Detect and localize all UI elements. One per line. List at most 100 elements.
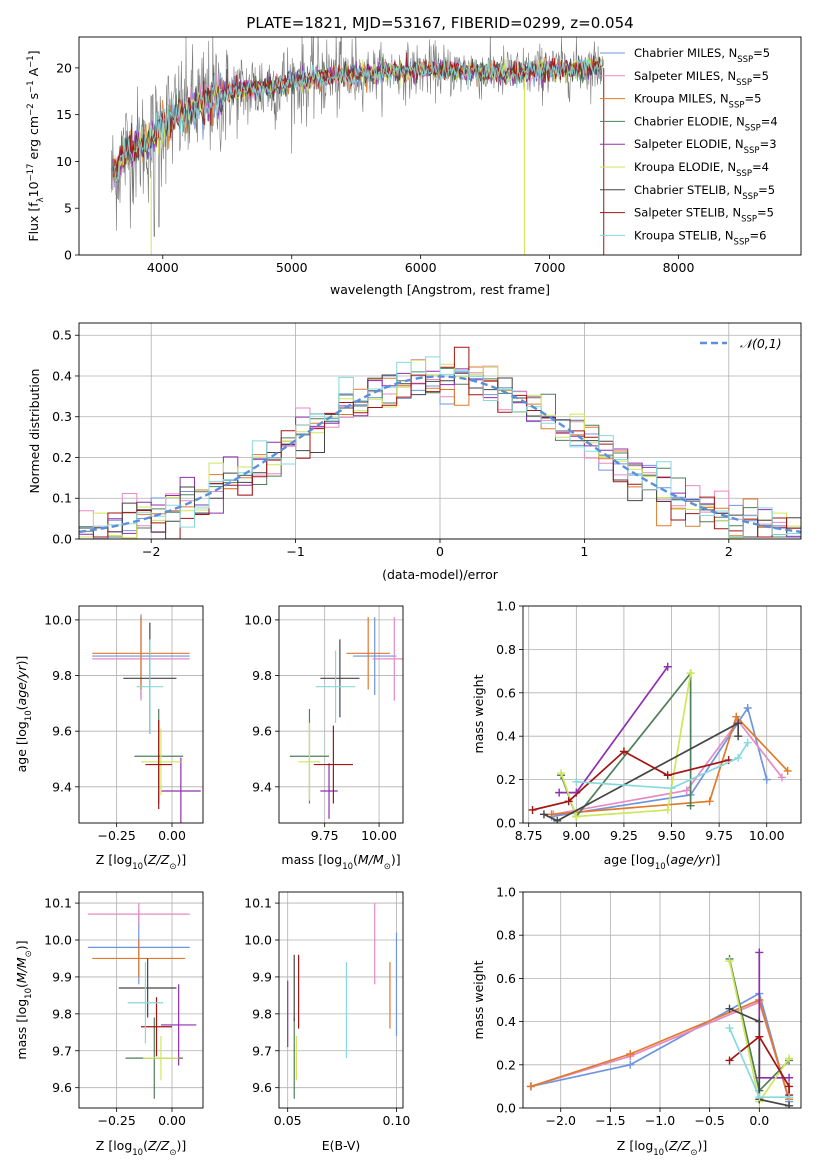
y-axis-label: mass weight [471, 960, 486, 1039]
weight-marker [526, 1082, 535, 1091]
weight-marker [555, 788, 564, 797]
x-tick-label: 0.05 [274, 1113, 302, 1128]
y-tick-label: 9.8 [52, 668, 72, 683]
panel-weight_vs_Z: −2.0 −1.5 −1.0 −0.5 0.0 0.0 0.2 0.4 0.6 0.8 1.0 Z [… [471, 885, 802, 1158]
x-tick-label: 0 [436, 544, 444, 559]
y-tick-label: 9.4 [52, 779, 72, 794]
panel-mass_vs_ebv: 0.05 0.10 9.6 9.7 9.8 9.9 10.0 10.1 E(B-V) [244, 891, 411, 1153]
axes-frame [78, 605, 204, 824]
weight-marker [663, 662, 672, 671]
x-tick-label: −0.25 [97, 1113, 135, 1128]
x-axis-label: wavelength [Angstrom, rest frame] [330, 282, 550, 297]
y-tick-label: 10.0 [244, 612, 272, 627]
plot-area-spectrum [110, 37, 605, 255]
weight-marker [755, 1017, 764, 1026]
weight-marker [547, 810, 556, 819]
panel-mass_vs_Z: −0.25 0.00 9.6 9.7 9.8 9.9 10.0 10.1 Z [log10(Z/… [14, 891, 204, 1158]
x-axis-label: (data-model)/error [382, 567, 499, 582]
x-tick-label: −1 [286, 544, 304, 559]
weight-marker [783, 766, 792, 775]
x-tick-label: −0.5 [694, 1113, 724, 1128]
y-tick-label: 9.6 [52, 1080, 72, 1095]
weight-marker [553, 816, 562, 823]
y-tick-label: 9.6 [252, 1080, 272, 1095]
weight-marker [785, 1054, 794, 1063]
weight-marker [539, 810, 548, 819]
weight-marker [564, 797, 573, 806]
y-tick-label: 9.6 [252, 724, 272, 739]
weight-line [530, 998, 790, 1100]
y-tick-label: 9.4 [252, 779, 272, 794]
x-tick-label: 0.10 [383, 1113, 411, 1128]
y-tick-label: 0.5 [52, 328, 72, 343]
weight-marker [734, 753, 743, 762]
y-axis-label: Normed distribution [27, 369, 42, 494]
weight-marker [734, 719, 743, 728]
y-axis-label: age [log10(age/yr)] [14, 656, 34, 773]
weight-marker [785, 1082, 794, 1091]
weight-marker [557, 769, 566, 778]
weight-marker [682, 786, 691, 795]
weight-marker [705, 797, 714, 806]
histogram-step [79, 346, 801, 539]
weight-marker [725, 957, 734, 966]
x-axis-label: Z [log10(Z/Z⊙)] [96, 852, 186, 872]
panel-weight_vs_age: 8.75 9.00 9.25 9.50 9.75 10.00 0.0 0.2 0.4 0.6 0.8… [471, 599, 802, 872]
plot-area-residuals [79, 346, 801, 539]
weight-marker [686, 801, 695, 810]
weight-marker [777, 773, 786, 782]
weight-marker [743, 703, 752, 712]
x-tick-label: −0.25 [97, 828, 135, 843]
x-tick-label: −1.0 [645, 1113, 675, 1128]
y-tick-label: 0.6 [496, 971, 516, 986]
y-axis-label: Flux [fλ10−17 erg cm−2 s−1 A−1] [26, 50, 46, 241]
axes-frame [522, 605, 802, 824]
axes-frame [278, 891, 404, 1109]
normal-curve [79, 375, 801, 534]
x-tick-label: 0.00 [158, 1113, 186, 1128]
y-tick-label: 10.0 [244, 933, 272, 948]
x-tick-label: 10.00 [361, 828, 397, 843]
weight-line [576, 742, 749, 790]
y-tick-label: 0.4 [496, 1014, 516, 1029]
y-tick-label: 0.0 [496, 816, 516, 831]
plot-area-weight_vs_Z [526, 948, 794, 1108]
y-axis-label: mass [log10(M/M⊙)] [14, 940, 34, 1059]
y-tick-label: 9.9 [52, 969, 72, 984]
y-tick-label: 0.4 [496, 729, 516, 744]
figure-title: PLATE=1821, MJD=53167, FIBERID=0299, z=0… [246, 14, 633, 32]
model-spectrum-line [113, 52, 602, 178]
y-tick-label: 0.6 [496, 685, 516, 700]
weight-marker [725, 1024, 734, 1033]
weight-marker [626, 1060, 635, 1069]
x-tick-label: 7000 [534, 260, 566, 275]
y-tick-label: 1.0 [496, 885, 516, 900]
axes-frame [522, 891, 802, 1109]
axes-frame [78, 36, 802, 256]
legend-entry: Kroupa MILES, NSSP=5 [634, 92, 761, 111]
x-tick-label: −2.0 [546, 1113, 576, 1128]
x-tick-label: 9.00 [562, 828, 590, 843]
weight-marker [663, 771, 672, 780]
plot-area-weight_vs_age [528, 662, 792, 823]
axes-frame [278, 605, 404, 824]
weight-marker [619, 747, 628, 756]
y-tick-label: 0.0 [52, 532, 72, 547]
weight-line [729, 1007, 790, 1107]
y-tick-label: 0.8 [496, 642, 516, 657]
histogram-step [79, 356, 801, 538]
x-tick-label: 0.00 [158, 828, 186, 843]
legend-entry: Salpeter STELIB, NSSP=5 [634, 206, 774, 225]
y-tick-label: 1.0 [496, 599, 516, 614]
weight-marker [528, 805, 537, 814]
weight-marker [734, 732, 743, 741]
y-tick-label: 0.3 [52, 409, 72, 424]
weight-line [560, 673, 692, 818]
x-tick-label: 10.00 [749, 828, 785, 843]
plot-area-age_vs_Z [92, 614, 201, 823]
x-tick-label: 9.50 [658, 828, 686, 843]
x-tick-label: −2 [142, 544, 160, 559]
y-tick-label: 15 [56, 107, 72, 122]
panel-age_vs_Z: −0.25 0.00 9.4 9.6 9.8 10.0 Z [log10(Z/Z⊙)] age… [14, 605, 204, 872]
